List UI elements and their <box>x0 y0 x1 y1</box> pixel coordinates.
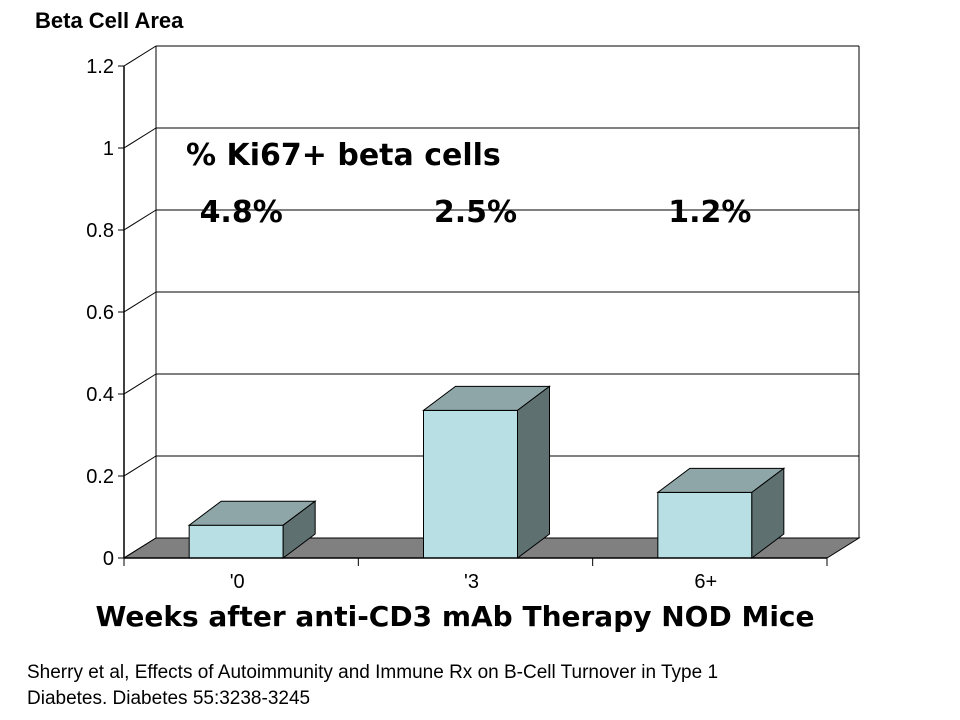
y-tick-label: 0 <box>103 548 114 570</box>
chart-title: Beta Cell Area <box>35 8 184 33</box>
y-tick-label: 1 <box>103 138 114 160</box>
ki67-value: 4.8% <box>200 195 283 230</box>
y-tick-label: 0.8 <box>86 220 114 242</box>
y-tick-label: 0.4 <box>86 384 114 406</box>
bar-side <box>751 467 785 559</box>
bar-front <box>423 409 518 559</box>
gridline-side <box>123 209 157 231</box>
bar-front <box>657 491 753 559</box>
bar-side <box>517 385 550 559</box>
y-tick-label: 1.2 <box>86 56 114 78</box>
citation-line-2: Diabetes. Diabetes 55:3238-3245 <box>27 688 311 709</box>
citation-line-1: Sherry et al, Effects of Autoimmunity an… <box>27 662 719 683</box>
gridline-side <box>123 127 157 149</box>
x-tick-label: '3 <box>464 571 479 593</box>
y-tick-label: 0.2 <box>86 466 114 488</box>
ki67-heading: % Ki67+ beta cells <box>186 138 501 173</box>
bar-side <box>282 500 316 559</box>
gridline-side <box>123 291 157 313</box>
x-axis-label: Weeks after anti-CD3 mAb Therapy NOD Mic… <box>95 600 815 633</box>
ki67-value: 1.2% <box>668 195 751 230</box>
gridline-side <box>123 373 157 395</box>
gridline-side <box>123 455 157 477</box>
gridline-side <box>123 45 157 67</box>
y-tick-label: 0.6 <box>86 302 114 324</box>
bar-front <box>188 524 284 559</box>
citation: Sherry et al, Effects of Autoimmunity an… <box>27 660 927 712</box>
x-tick-label: '0 <box>230 571 245 593</box>
ki67-value: 2.5% <box>434 195 517 230</box>
x-tick-label: 6+ <box>694 571 717 593</box>
